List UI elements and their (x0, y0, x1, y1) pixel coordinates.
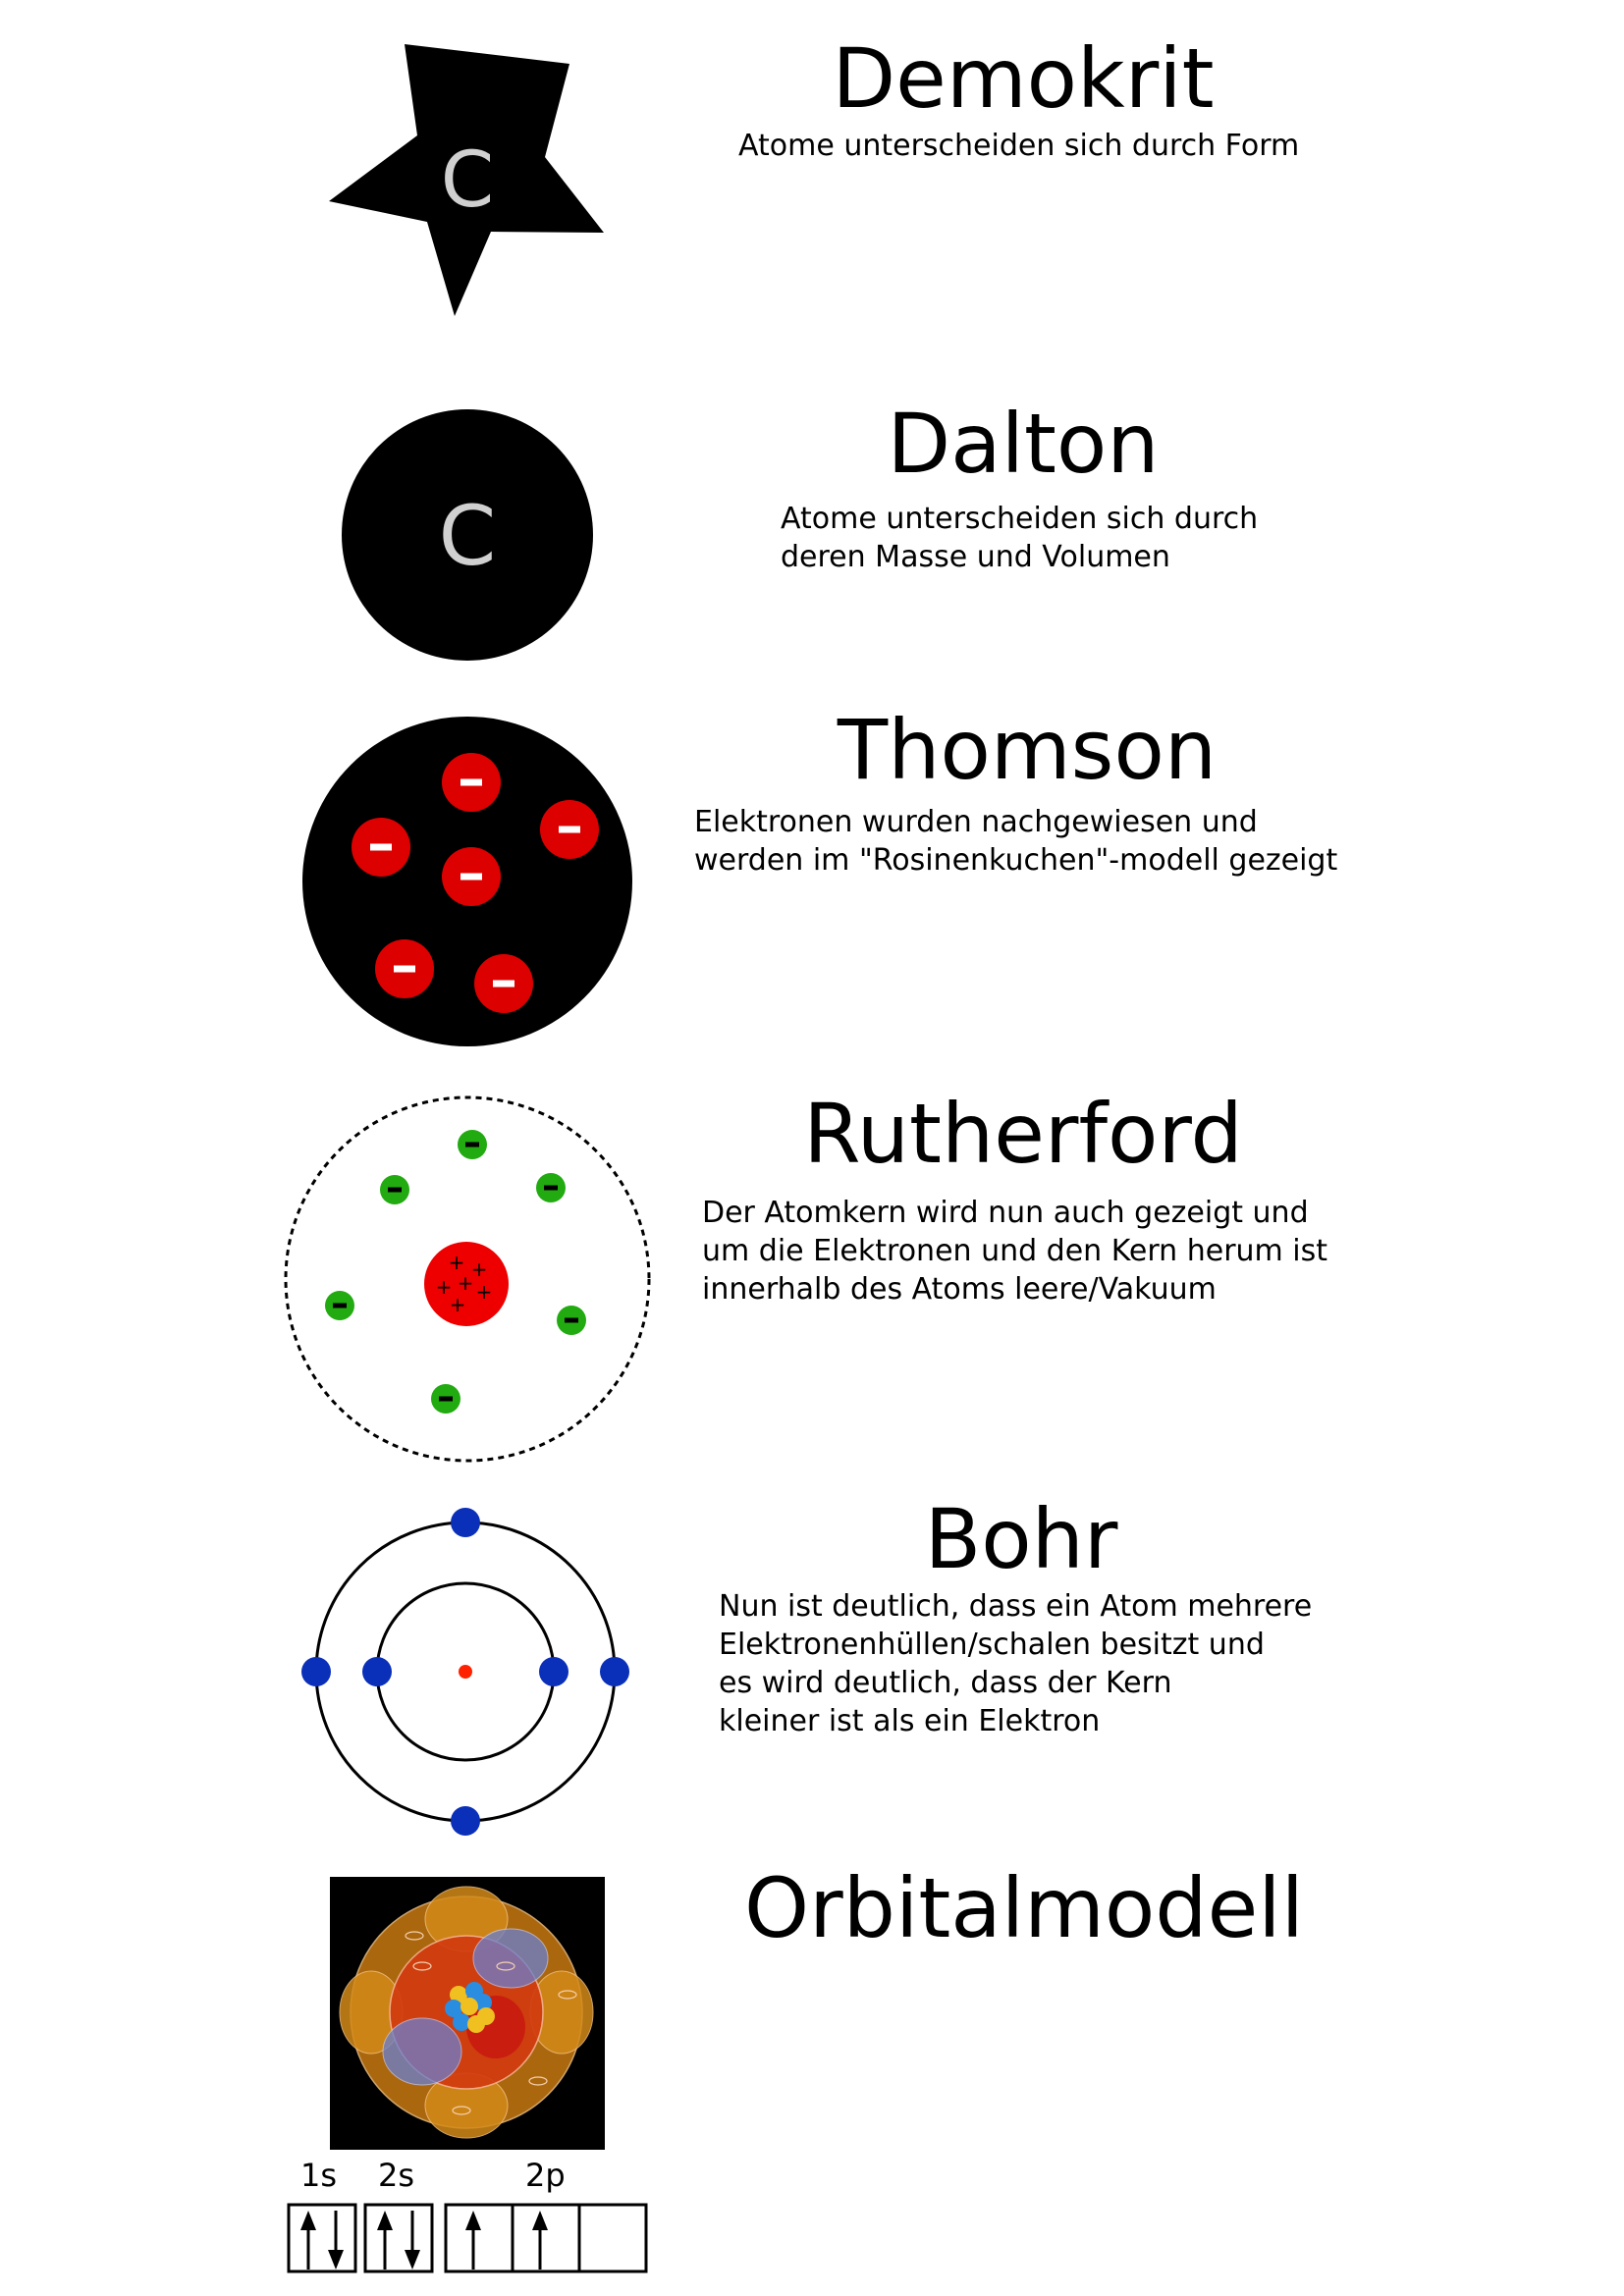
description-line: Der Atomkern wird nun auch gezeigt und (702, 1196, 1309, 1230)
thomson-electron (442, 753, 501, 812)
rutherford-description: Der Atomkern wird nun auch gezeigt und u… (702, 1194, 1327, 1308)
orbital-box-2p-2 (511, 2203, 581, 2273)
thomson-electron (474, 954, 533, 1013)
orbital-box-1s (287, 2203, 357, 2273)
rutherford-atom: + + + + + + (284, 1095, 651, 1463)
bohr-electron (451, 1508, 480, 1537)
bohr-title: Bohr (924, 1491, 1118, 1587)
description-line: Elektronen wurden nachgewiesen und (694, 805, 1258, 839)
demokrit-symbol: C (441, 136, 494, 225)
bohr-nucleus (459, 1665, 472, 1679)
rutherford-electron (536, 1173, 566, 1202)
dalton-sphere-atom: C (342, 409, 593, 661)
svg-text:+: + (436, 1275, 453, 1299)
demokrit-star-atom: C (329, 44, 604, 316)
description-line: kleiner ist als ein Elektron (719, 1704, 1101, 1738)
thomson-electron (352, 818, 410, 877)
rutherford-electron (380, 1175, 409, 1204)
rutherford-nucleus: + + + + + + (424, 1242, 509, 1326)
demokrit-title: Demokrit (832, 30, 1215, 127)
bohr-electron (451, 1806, 480, 1836)
orbital-box-2p-1 (444, 2203, 514, 2273)
svg-text:+: + (450, 1293, 466, 1316)
rutherford-electron (431, 1384, 460, 1414)
orbital-box-diagram (287, 2203, 648, 2273)
orbital-model-image (330, 1877, 605, 2150)
description-line: es wird deutlich, dass der Kern (719, 1666, 1172, 1700)
orbital-label-2s: 2s (378, 2157, 415, 2194)
dalton-title: Dalton (887, 396, 1160, 492)
rutherford-title: Rutherford (803, 1086, 1243, 1182)
description-line: Atome unterscheiden sich durch Form (738, 129, 1300, 163)
bohr-electron (301, 1657, 331, 1686)
svg-text:+: + (471, 1257, 488, 1281)
orbitalmodell-title: Orbitalmodell (744, 1860, 1304, 1956)
thomson-electron (442, 847, 501, 906)
orbital-nucleus (445, 1982, 495, 2033)
description-line: innerhalb des Atoms leere/Vakuum (702, 1272, 1217, 1307)
demokrit-description: Atome unterscheiden sich durch Form (738, 127, 1299, 165)
bohr-description: Nun ist deutlich, dass ein Atom mehrere … (719, 1587, 1312, 1740)
dalton-description: Atome unterscheiden sich durch deren Mas… (781, 500, 1258, 576)
svg-text:+: + (449, 1251, 465, 1274)
description-line: Nun ist deutlich, dass ein Atom mehrere (719, 1589, 1313, 1624)
bohr-electron (600, 1657, 629, 1686)
bohr-electron (362, 1657, 392, 1686)
svg-text:+: + (458, 1271, 474, 1295)
svg-text:+: + (476, 1280, 493, 1304)
thomson-electron (540, 800, 599, 859)
bohr-atom (301, 1508, 629, 1836)
rutherford-electron (325, 1291, 354, 1320)
thomson-electron (375, 939, 434, 998)
thomson-plum-pudding-atom (302, 717, 632, 1046)
bohr-electron (539, 1657, 568, 1686)
thomson-description: Elektronen wurden nachgewiesen und werde… (694, 803, 1337, 880)
description-line: um die Elektronen und den Kern herum ist (702, 1234, 1328, 1268)
description-line: Elektronenhüllen/schalen besitzt und (719, 1628, 1265, 1662)
orbital-box-2s (363, 2203, 434, 2273)
orbital-label-1s: 1s (300, 2157, 338, 2194)
description-line: Atome unterscheiden sich durch (781, 502, 1259, 536)
description-line: werden im "Rosinenkuchen"-modell gezeigt (694, 843, 1338, 878)
thomson-title: Thomson (837, 702, 1218, 798)
rutherford-electron (458, 1130, 487, 1159)
star-shape (329, 44, 604, 316)
orbital-label-2p: 2p (525, 2157, 566, 2194)
description-line: deren Masse und Volumen (781, 540, 1170, 574)
rutherford-electron (557, 1306, 586, 1335)
orbital-box-2p-3 (577, 2203, 648, 2273)
dalton-symbol: C (439, 488, 497, 584)
